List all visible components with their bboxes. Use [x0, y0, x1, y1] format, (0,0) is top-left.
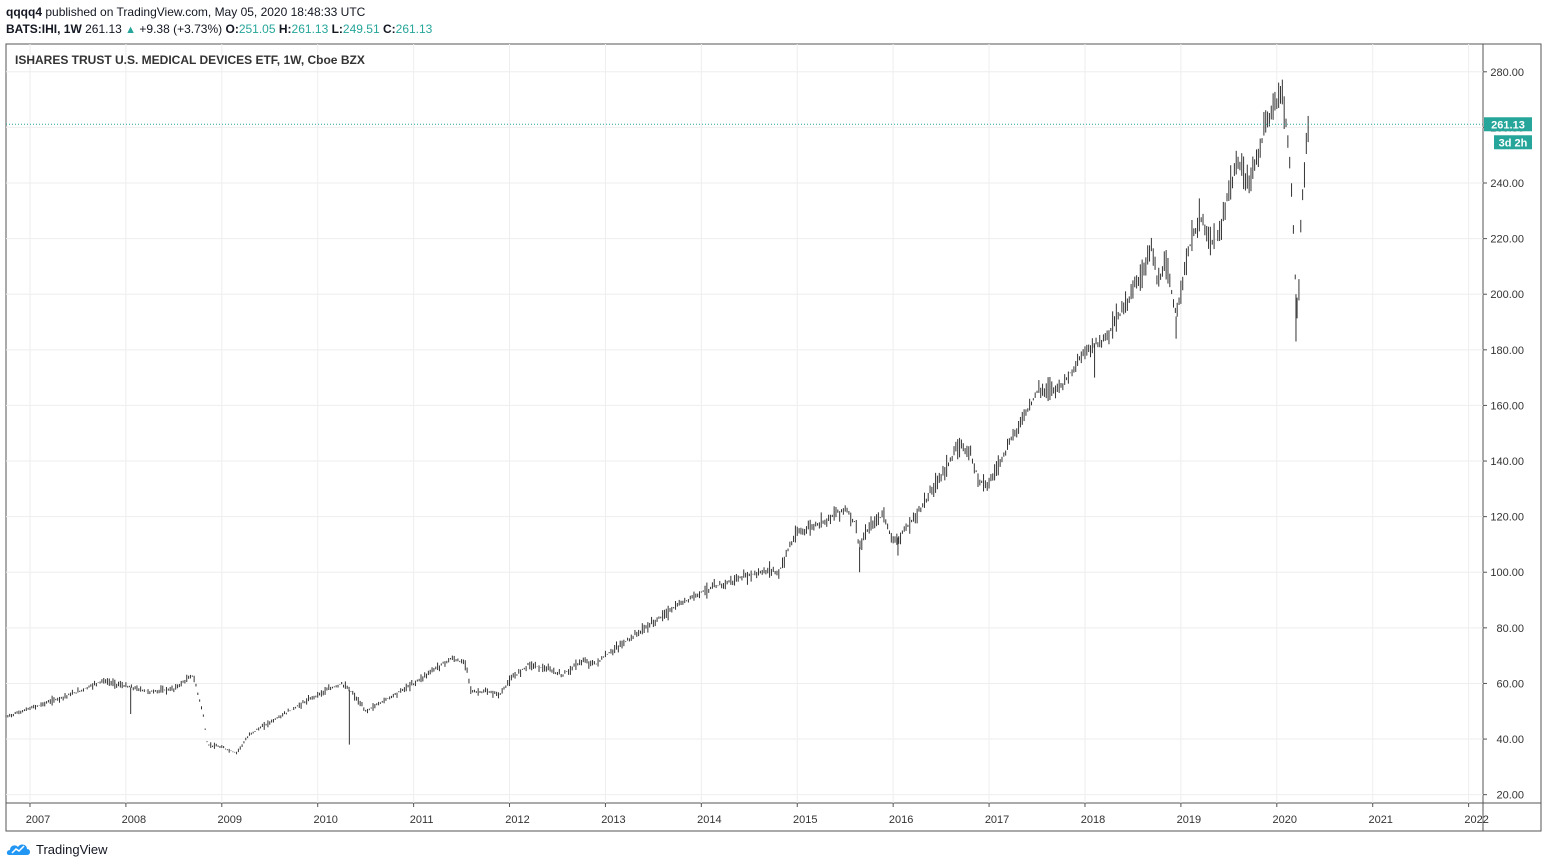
tradingview-footer[interactable]: TradingView: [6, 841, 108, 857]
price-tick-label: 160.00: [1490, 400, 1524, 412]
close-value: 261.13: [395, 22, 433, 36]
publish-info: qqqq4 published on TradingView.com, May …: [6, 5, 365, 19]
chart-frame: [5, 43, 1542, 832]
candles: [5, 79, 1309, 755]
time-tick-label: 2007: [26, 814, 50, 826]
price-tag-value: 261.13: [1491, 119, 1525, 131]
countdown-value: 3d 2h: [1499, 137, 1528, 149]
up-arrow-icon: ▲: [125, 24, 137, 36]
time-tick-label: 2013: [601, 814, 625, 826]
time-tick-label: 2022: [1464, 814, 1488, 826]
high-label: H:: [278, 22, 292, 36]
close-label: C:: [382, 22, 396, 36]
symbol-label[interactable]: BATS:IHI, 1W: [6, 22, 82, 36]
open-value: 251.05: [238, 22, 276, 36]
price-tick-label: 100.00: [1490, 567, 1524, 579]
time-tick-label: 2011: [410, 814, 434, 826]
time-tick-label: 2009: [218, 814, 242, 826]
time-tick-label: 2019: [1177, 814, 1201, 826]
publish-text: published on TradingView.com, May 05, 20…: [45, 5, 366, 19]
price-change: +9.38 (+3.73%): [139, 22, 223, 36]
price-tick-label: 140.00: [1490, 456, 1524, 468]
low-value: 249.51: [342, 22, 380, 36]
last-price: 261.13: [85, 22, 122, 36]
price-tick-label: 220.00: [1490, 234, 1524, 246]
high-value: 261.13: [291, 22, 329, 36]
time-tick-label: 2020: [1273, 814, 1297, 826]
price-axis[interactable]: 280.00260.00240.00220.00200.00180.00160.…: [1483, 67, 1524, 802]
time-tick-label: 2010: [313, 814, 337, 826]
price-tick-label: 80.00: [1496, 623, 1524, 635]
time-tick-label: 2021: [1368, 814, 1392, 826]
price-tick-label: 20.00: [1496, 790, 1524, 802]
price-tag: 261.13 3d 2h: [1484, 117, 1532, 150]
time-tick-label: 2017: [985, 814, 1009, 826]
price-tag-bg: [1484, 117, 1532, 132]
price-tick-label: 180.00: [1490, 345, 1524, 357]
ohlc-legend: BATS:IHI, 1W 261.13 ▲ +9.38 (+3.73%) O:2…: [6, 22, 432, 36]
low-label: L:: [331, 22, 343, 36]
grid: [6, 44, 1483, 803]
tradingview-logo-icon: [6, 844, 31, 855]
time-tick-label: 2012: [505, 814, 529, 826]
price-tick-label: 120.00: [1490, 512, 1524, 524]
time-axis[interactable]: 2007 2008 2009 2010 2011 2012 2013 2014 2015 2016…: [26, 803, 1489, 826]
open-label: O:: [225, 22, 239, 36]
time-tick-label: 2016: [889, 814, 913, 826]
chart-title: ISHARES TRUST U.S. MEDICAL DEVICES ETF, …: [15, 53, 365, 67]
time-tick-label: 2014: [697, 814, 721, 826]
time-tick-label: 2015: [793, 814, 817, 826]
publisher-name[interactable]: qqqq4: [6, 5, 42, 19]
countdown-bg: [1494, 135, 1532, 150]
price-tick-label: 280.00: [1490, 67, 1524, 79]
price-tick-label: 40.00: [1496, 734, 1524, 746]
price-tick-label: 240.00: [1490, 178, 1524, 190]
price-tick-label: 60.00: [1496, 678, 1524, 690]
price-tick-label: 200.00: [1490, 289, 1524, 301]
brand-label: TradingView: [36, 841, 108, 857]
time-tick-label: 2008: [122, 814, 146, 826]
time-tick-label: 2018: [1081, 814, 1105, 826]
